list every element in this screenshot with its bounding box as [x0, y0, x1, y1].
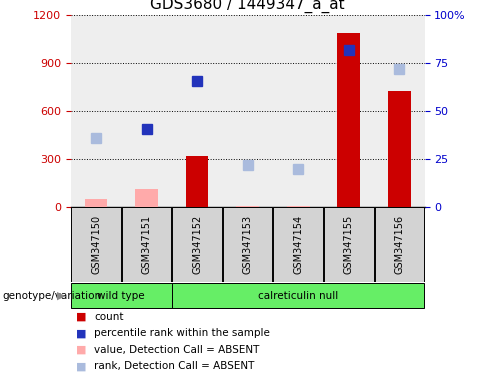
Title: GDS3680 / 1449347_a_at: GDS3680 / 1449347_a_at: [150, 0, 345, 13]
Bar: [273, 207, 323, 282]
Bar: [71, 207, 121, 282]
Bar: [324, 207, 373, 282]
Bar: [374, 207, 424, 282]
Text: GSM347156: GSM347156: [394, 215, 404, 274]
Bar: [71, 283, 172, 308]
Text: value, Detection Call = ABSENT: value, Detection Call = ABSENT: [94, 345, 260, 355]
Bar: [172, 283, 424, 308]
Bar: [186, 156, 208, 207]
Bar: [236, 206, 259, 207]
Text: count: count: [94, 312, 123, 322]
Text: GSM347155: GSM347155: [344, 215, 354, 275]
Text: ▶: ▶: [58, 291, 66, 301]
Text: wild type: wild type: [98, 291, 145, 301]
Text: GSM347154: GSM347154: [293, 215, 303, 274]
Bar: [223, 207, 272, 282]
Bar: [135, 189, 158, 207]
Bar: [287, 206, 309, 207]
Text: calreticulin null: calreticulin null: [258, 291, 338, 301]
Text: GSM347150: GSM347150: [91, 215, 101, 274]
Text: percentile rank within the sample: percentile rank within the sample: [94, 328, 270, 338]
Bar: [122, 207, 171, 282]
Bar: [172, 207, 222, 282]
Text: GSM347152: GSM347152: [192, 215, 202, 275]
Bar: [388, 91, 411, 207]
Text: rank, Detection Call = ABSENT: rank, Detection Call = ABSENT: [94, 361, 255, 371]
Text: ■: ■: [76, 328, 86, 338]
Bar: [84, 199, 107, 207]
Text: GSM347151: GSM347151: [142, 215, 152, 274]
Text: ■: ■: [76, 312, 86, 322]
Text: GSM347153: GSM347153: [243, 215, 253, 274]
Bar: [337, 33, 360, 207]
Text: genotype/variation: genotype/variation: [2, 291, 102, 301]
Text: ■: ■: [76, 361, 86, 371]
Text: ■: ■: [76, 345, 86, 355]
